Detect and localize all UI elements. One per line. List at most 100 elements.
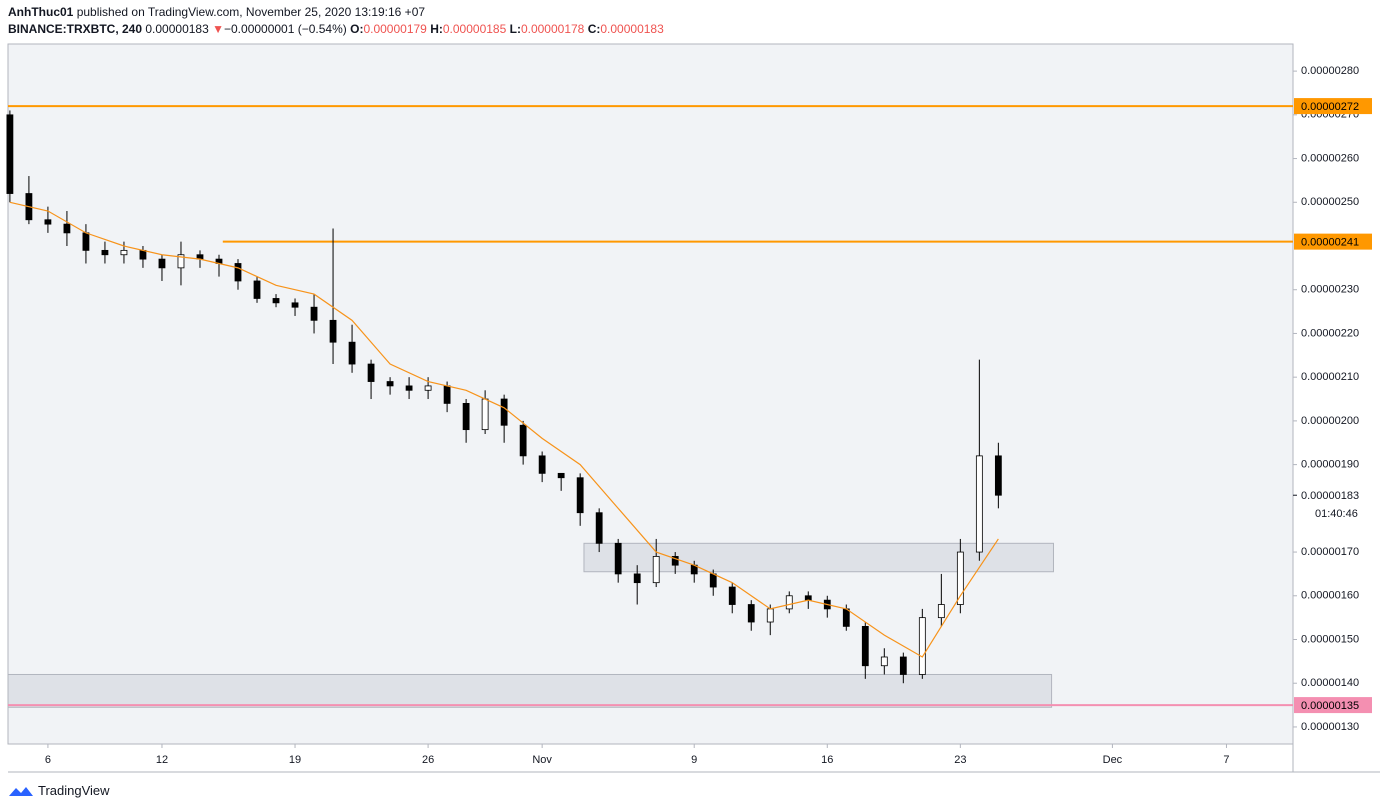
candle-body bbox=[329, 319, 337, 343]
y-tick-label: 0.00000150 bbox=[1301, 633, 1359, 645]
open-value: 0.00000179 bbox=[363, 22, 427, 36]
open-label: O: bbox=[350, 22, 364, 36]
chart: 0.00000130 0.00000140 0.00000150 0.00000160… bbox=[6, 43, 1380, 773]
x-tick-label: 26 bbox=[422, 754, 434, 766]
footer: TradingView bbox=[8, 783, 110, 798]
y-tick-label: 0.00000250 bbox=[1301, 196, 1359, 208]
brand: TradingView bbox=[38, 783, 110, 798]
candle-body bbox=[310, 306, 318, 321]
candle-body bbox=[766, 608, 774, 623]
x-tick-label: Nov bbox=[532, 754, 552, 766]
y-tick-label: 0.00000160 bbox=[1301, 590, 1359, 602]
change: −0.00000001 (−0.54%) bbox=[224, 22, 347, 36]
y-tick-label: 0.00000190 bbox=[1301, 459, 1359, 471]
candle-body bbox=[785, 595, 793, 610]
published-info: published on TradingView.com, November 2… bbox=[76, 5, 426, 19]
zone bbox=[583, 542, 1054, 573]
x-tick-label: 23 bbox=[954, 754, 966, 766]
header: AnhThuc01 published on TradingView.com, … bbox=[8, 4, 664, 38]
author: AnhThuc01 bbox=[8, 5, 74, 19]
candle-body bbox=[519, 424, 527, 457]
y-tick-label: 0.00000200 bbox=[1301, 415, 1359, 427]
candle-body bbox=[348, 341, 356, 365]
change-arrow: ▼ bbox=[212, 22, 224, 36]
candle-body bbox=[728, 586, 736, 605]
candle-body bbox=[709, 573, 717, 588]
y-tick-label: 0.00000280 bbox=[1301, 65, 1359, 77]
candle-body bbox=[367, 363, 375, 382]
y-tick-label: 0.00000220 bbox=[1301, 327, 1359, 339]
candle-body bbox=[139, 249, 147, 260]
x-tick-label: 6 bbox=[45, 754, 51, 766]
candle-body bbox=[462, 403, 470, 431]
candle-body bbox=[63, 223, 71, 234]
candle-body bbox=[842, 608, 850, 627]
candle-body bbox=[386, 381, 394, 387]
x-tick-label: 19 bbox=[289, 754, 301, 766]
candle-body bbox=[614, 542, 622, 575]
candle-body bbox=[158, 258, 166, 269]
x-tick-label: 12 bbox=[156, 754, 168, 766]
candle-body bbox=[101, 249, 109, 256]
candle-body bbox=[538, 455, 546, 474]
candle-body bbox=[975, 455, 983, 553]
price-badge bbox=[1294, 697, 1372, 714]
price-badge bbox=[1294, 98, 1372, 115]
candle-body bbox=[633, 573, 641, 584]
candle-body bbox=[44, 219, 52, 225]
candle-body bbox=[272, 298, 280, 304]
candle-body bbox=[405, 385, 413, 391]
x-tick-label: 16 bbox=[821, 754, 833, 766]
close-value: 0.00000183 bbox=[600, 22, 664, 36]
candle-body bbox=[82, 232, 90, 251]
y-tick-label: 0.00000210 bbox=[1301, 371, 1359, 383]
y-tick-label: 0.00000140 bbox=[1301, 677, 1359, 689]
candle-body bbox=[234, 263, 242, 282]
symbol-line: BINANCE:TRXBTC, 240 0.00000183 ▼−0.00000… bbox=[8, 21, 664, 38]
candle-body bbox=[253, 280, 261, 299]
candle-body bbox=[671, 556, 679, 566]
x-tick-label: 7 bbox=[1223, 754, 1229, 766]
price-badge bbox=[1294, 233, 1372, 250]
price-badge-label: 0.00000241 bbox=[1301, 237, 1359, 249]
zone bbox=[7, 673, 1053, 708]
candle-body bbox=[177, 254, 185, 269]
symbol: BINANCE:TRXBTC, 240 bbox=[8, 22, 143, 36]
last-price: 0.00000183 bbox=[145, 22, 209, 36]
candle-body bbox=[120, 249, 128, 256]
close-label: C: bbox=[587, 22, 601, 36]
y-tick-label: 0.00000130 bbox=[1301, 721, 1359, 733]
high-label: H: bbox=[430, 22, 443, 36]
candle-body bbox=[576, 477, 584, 514]
x-tick-label: 9 bbox=[691, 754, 697, 766]
last-price-badge bbox=[1294, 487, 1372, 522]
x-tick-label: Dec bbox=[1103, 754, 1123, 766]
logo bbox=[9, 786, 33, 796]
price-badge-label: 0.00000135 bbox=[1301, 700, 1359, 712]
last-price-label: 0.00000183 bbox=[1301, 490, 1359, 502]
publish-line: AnhThuc01 published on TradingView.com, … bbox=[8, 4, 664, 21]
candle-body bbox=[557, 472, 565, 479]
high-value: 0.00000185 bbox=[442, 22, 507, 36]
candle-body bbox=[899, 656, 907, 675]
candle-body bbox=[652, 556, 660, 584]
moving-average bbox=[9, 201, 999, 658]
low-label: L: bbox=[509, 22, 521, 36]
countdown: 01:40:46 bbox=[1315, 508, 1358, 520]
low-value: 0.00000178 bbox=[520, 22, 585, 36]
plot-area bbox=[7, 43, 1294, 745]
candle-body bbox=[880, 656, 888, 667]
candle-body bbox=[747, 604, 755, 623]
y-tick-label: 0.00000230 bbox=[1301, 284, 1359, 296]
y-tick-label: 0.00000170 bbox=[1301, 546, 1359, 558]
candle-body bbox=[956, 551, 964, 605]
candle-body bbox=[500, 398, 508, 426]
candle-body bbox=[291, 302, 299, 308]
y-tick-label: 0.00000260 bbox=[1301, 152, 1359, 164]
candle-body bbox=[994, 455, 1002, 496]
candle-body bbox=[937, 604, 945, 619]
candle-body bbox=[424, 385, 432, 391]
candle-body bbox=[481, 398, 489, 431]
candle-body bbox=[918, 617, 926, 675]
